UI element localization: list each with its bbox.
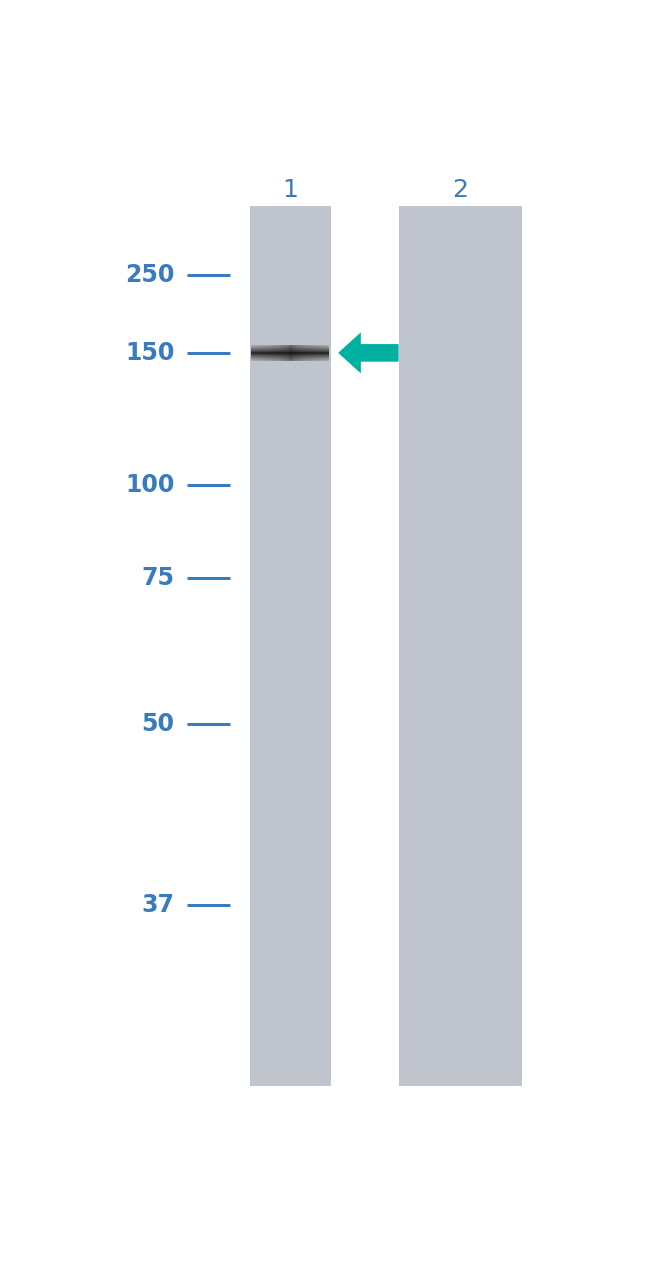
Bar xyxy=(320,345,322,361)
Bar xyxy=(255,345,257,361)
Bar xyxy=(322,345,324,361)
Bar xyxy=(300,345,302,361)
Bar xyxy=(254,345,255,361)
Bar xyxy=(259,345,261,361)
Bar xyxy=(318,345,320,361)
Bar xyxy=(267,345,269,361)
Bar xyxy=(326,345,328,361)
Bar xyxy=(271,345,273,361)
Text: 150: 150 xyxy=(125,340,174,364)
Text: 50: 50 xyxy=(142,712,174,737)
Bar xyxy=(324,345,326,361)
Bar xyxy=(304,345,306,361)
Bar xyxy=(289,345,291,361)
Bar xyxy=(279,345,281,361)
Text: 1: 1 xyxy=(282,178,298,202)
Text: 2: 2 xyxy=(452,178,468,202)
Bar xyxy=(302,345,304,361)
Bar xyxy=(310,345,312,361)
Bar xyxy=(316,345,318,361)
Bar xyxy=(265,345,267,361)
Bar xyxy=(296,345,298,361)
Bar xyxy=(281,345,283,361)
Bar xyxy=(292,345,294,361)
Bar xyxy=(308,345,310,361)
Bar xyxy=(250,206,331,1086)
Bar xyxy=(287,345,289,361)
Bar xyxy=(283,345,285,361)
Text: 37: 37 xyxy=(142,893,174,917)
Bar xyxy=(314,345,316,361)
Bar xyxy=(257,345,259,361)
FancyArrow shape xyxy=(338,333,398,373)
Text: 250: 250 xyxy=(125,263,174,287)
Bar xyxy=(273,345,275,361)
Text: 75: 75 xyxy=(142,566,174,589)
Text: 100: 100 xyxy=(125,472,174,497)
Bar xyxy=(277,345,279,361)
Bar xyxy=(269,345,271,361)
Bar xyxy=(298,345,300,361)
Bar xyxy=(261,345,263,361)
Bar xyxy=(263,345,265,361)
Bar xyxy=(252,345,254,361)
Bar xyxy=(294,345,296,361)
Bar xyxy=(306,345,308,361)
Bar xyxy=(398,206,522,1086)
Bar xyxy=(285,345,287,361)
Bar xyxy=(328,345,330,361)
Bar xyxy=(291,345,292,361)
Bar xyxy=(275,345,277,361)
Bar xyxy=(312,345,314,361)
